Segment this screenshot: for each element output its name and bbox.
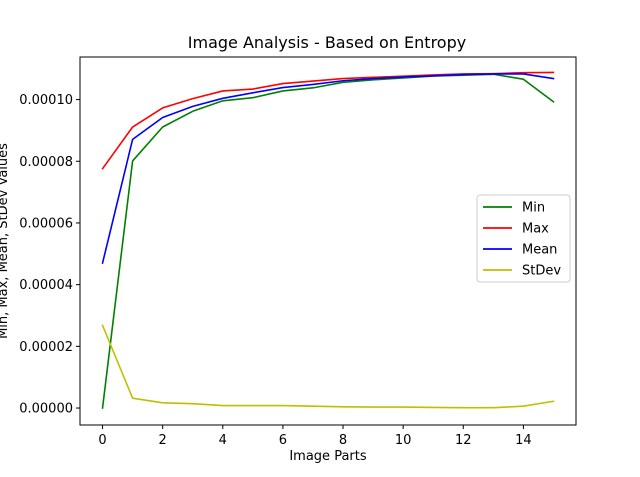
legend-frame [476, 194, 571, 283]
y-tick-label: 0.00000 [19, 402, 73, 417]
y-tick-label: 0.00008 [19, 155, 73, 170]
legend-label-max: Max [522, 222, 549, 237]
y-tick-label: 0.00002 [19, 340, 73, 355]
y-tick-label: 0.00004 [19, 278, 73, 293]
x-tick-label: 4 [219, 433, 227, 448]
legend-items: Min Max Mean StDev [483, 201, 561, 279]
x-tick-label: 14 [515, 433, 532, 448]
series-line-mean [101, 73, 555, 265]
x-tick-label: 6 [279, 433, 287, 448]
plot-frame [79, 56, 577, 426]
series-line-stdev [101, 324, 555, 409]
x-axis-label: Image Parts [289, 449, 367, 464]
x-tick-label: 2 [159, 433, 167, 448]
y-axis-label: Min, Max, Mean, StDev Values [0, 143, 11, 339]
x-tick-label: 8 [339, 433, 347, 448]
x-axis: 0 2 4 6 8 10 12 14 [98, 425, 532, 448]
series-line-max [101, 71, 555, 170]
plot-lines [101, 71, 555, 409]
y-tick-label: 0.00010 [19, 93, 73, 108]
y-tick-label: 0.00006 [19, 216, 73, 231]
legend-label-min: Min [522, 201, 545, 216]
x-tick-label: 0 [98, 433, 106, 448]
legend-label-stdev: StDev [522, 264, 561, 279]
x-tick-label: 12 [455, 433, 472, 448]
legend: Min Max Mean StDev [476, 194, 571, 283]
legend-label-mean: Mean [522, 243, 557, 258]
x-tick-label: 10 [395, 433, 412, 448]
chart-title: Image Analysis - Based on Entropy [188, 33, 466, 52]
y-axis: 0.00000 0.00002 0.00004 0.00006 0.00008 0.000… [19, 93, 80, 417]
